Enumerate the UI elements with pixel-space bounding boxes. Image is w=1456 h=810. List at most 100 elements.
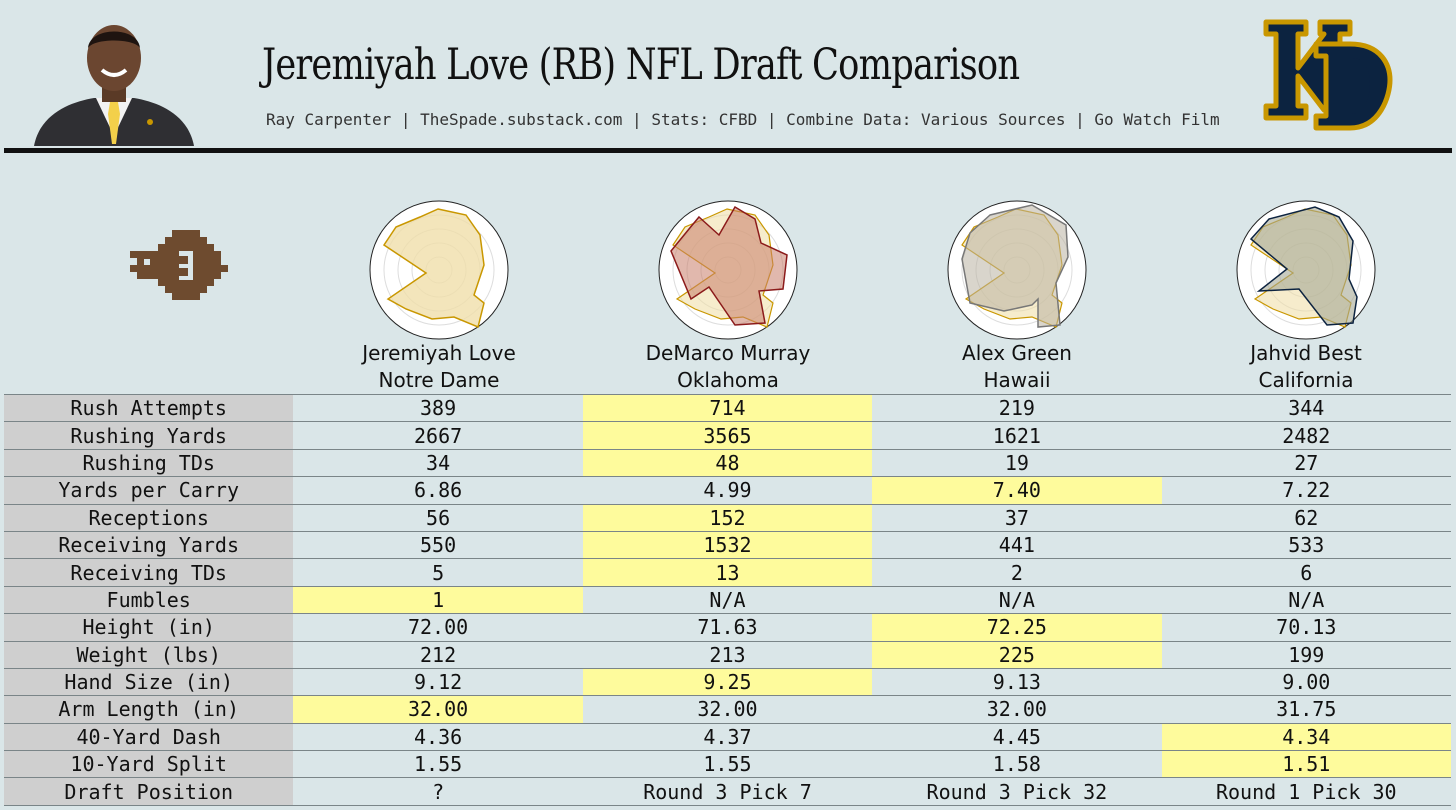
table-row: 10-Yard Split 1.55 1.55 1.58 1.51 bbox=[4, 750, 1451, 779]
player-school: Notre Dame bbox=[378, 368, 500, 392]
player-header-love: Jeremiyah Love Notre Dame bbox=[294, 340, 584, 394]
stat-value: 2667 bbox=[293, 421, 583, 450]
table-row: Receptions 56 152 37 62 bbox=[4, 503, 1451, 532]
stat-value: 533 bbox=[1161, 530, 1451, 560]
table-row: Weight (lbs) 212 213 225 199 bbox=[4, 640, 1451, 669]
stats-table-body: Rush Attempts 389 714 219 344 Rushing Yards 26… bbox=[4, 393, 1451, 806]
stat-value: 34 bbox=[293, 448, 583, 478]
stat-value: 4.36 bbox=[293, 722, 583, 752]
stat-label: 40-Yard Dash bbox=[4, 722, 294, 752]
table-row: Fumbles 1 N/A N/A N/A bbox=[4, 585, 1451, 615]
stat-value: 19 bbox=[872, 448, 1162, 478]
radar-chart-green bbox=[946, 199, 1088, 341]
stat-value: 9.13 bbox=[872, 667, 1162, 697]
table-row: Rushing TDs 34 48 19 27 bbox=[4, 448, 1451, 478]
stat-value: 1 bbox=[293, 585, 583, 615]
stat-value: 6 bbox=[1161, 558, 1451, 587]
stat-label: Hand Size (in) bbox=[4, 667, 294, 697]
stat-value: 213 bbox=[582, 640, 873, 669]
stat-value: 6.86 bbox=[293, 476, 583, 505]
radar-chart-best bbox=[1235, 199, 1377, 341]
player-name: Alex Green bbox=[962, 341, 1072, 365]
stat-value: ? bbox=[293, 777, 583, 806]
stat-value: 4.99 bbox=[582, 476, 873, 505]
stats-comparison-table: Rush Attempts 389 714 219 344 Rushing Yards 26… bbox=[4, 393, 1451, 806]
stat-value: 2 bbox=[872, 558, 1162, 587]
stat-label: 10-Yard Split bbox=[4, 750, 294, 779]
page-subtitle: Ray Carpenter | TheSpade.substack.com | … bbox=[266, 110, 1220, 129]
player-name: Jahvid Best bbox=[1250, 341, 1362, 365]
player-school: Oklahoma bbox=[677, 368, 779, 392]
page-title: Jeremiyah Love (RB) NFL Draft Comparison bbox=[262, 40, 1020, 90]
stat-value: 4.37 bbox=[582, 722, 873, 752]
player-header-murray: DeMarco Murray Oklahoma bbox=[583, 340, 873, 394]
stat-value: 389 bbox=[293, 393, 583, 423]
stat-value: 27 bbox=[1161, 448, 1451, 478]
table-row: Hand Size (in) 9.12 9.25 9.13 9.00 bbox=[4, 667, 1451, 697]
stat-value: 62 bbox=[1161, 503, 1451, 532]
table-row: Height (in) 72.00 71.63 72.25 70.13 bbox=[4, 613, 1451, 642]
radar-chart-murray bbox=[657, 199, 799, 341]
stat-value: 4.45 bbox=[872, 722, 1162, 752]
table-row: Rush Attempts 389 714 219 344 bbox=[4, 393, 1451, 423]
stat-value: 1532 bbox=[582, 530, 873, 560]
stat-label: Height (in) bbox=[4, 613, 294, 642]
radar-chart-love bbox=[368, 199, 510, 341]
stat-label: Yards per Carry bbox=[4, 476, 294, 505]
stat-value: 48 bbox=[582, 448, 873, 478]
stat-value: 70.13 bbox=[1161, 613, 1451, 642]
stat-value: 9.00 bbox=[1161, 667, 1451, 697]
stat-label: Rushing TDs bbox=[4, 448, 294, 478]
stat-value: 1.55 bbox=[293, 750, 583, 779]
player-name: Jeremiyah Love bbox=[362, 341, 516, 365]
player-header-green: Alex Green Hawaii bbox=[872, 340, 1162, 394]
stat-value: 3565 bbox=[582, 421, 873, 450]
stat-label: Rush Attempts bbox=[4, 393, 294, 423]
stat-value: 550 bbox=[293, 530, 583, 560]
stat-value: 1.51 bbox=[1161, 750, 1451, 779]
stat-value: 1.58 bbox=[872, 750, 1162, 779]
stat-value: 72.00 bbox=[293, 613, 583, 642]
stat-value: 9.12 bbox=[293, 667, 583, 697]
pixel-spade-icon bbox=[130, 230, 228, 300]
stat-value: 56 bbox=[293, 503, 583, 532]
stat-label: Fumbles bbox=[4, 585, 294, 615]
stat-label: Draft Position bbox=[4, 777, 294, 806]
player-school: California bbox=[1258, 368, 1354, 392]
table-row: 40-Yard Dash 4.36 4.37 4.45 4.34 bbox=[4, 722, 1451, 752]
stat-label: Receptions bbox=[4, 503, 294, 532]
table-row: Rushing Yards 2667 3565 1621 2482 bbox=[4, 421, 1451, 450]
stat-value: 7.22 bbox=[1161, 476, 1451, 505]
stat-label: Receiving Yards bbox=[4, 530, 294, 560]
stat-value: 2482 bbox=[1161, 421, 1451, 450]
stat-value: 199 bbox=[1161, 640, 1451, 669]
stat-label: Rushing Yards bbox=[4, 421, 294, 450]
header-divider bbox=[4, 148, 1452, 153]
stat-value: Round 1 Pick 30 bbox=[1161, 777, 1451, 806]
stat-value: 13 bbox=[582, 558, 873, 587]
stat-value: 5 bbox=[293, 558, 583, 587]
stat-label: Weight (lbs) bbox=[4, 640, 294, 669]
table-row: Receiving Yards 550 1532 441 533 bbox=[4, 530, 1451, 560]
stat-label: Arm Length (in) bbox=[4, 695, 294, 724]
stat-value: 4.34 bbox=[1161, 722, 1451, 752]
player-photo bbox=[30, 18, 198, 146]
stat-value: 714 bbox=[582, 393, 873, 423]
stat-value: 152 bbox=[582, 503, 873, 532]
player-header-best: Jahvid Best California bbox=[1161, 340, 1451, 394]
stat-value: Round 3 Pick 32 bbox=[872, 777, 1162, 806]
stat-value: 344 bbox=[1161, 393, 1451, 423]
player-name: DeMarco Murray bbox=[645, 341, 811, 365]
stat-value: 7.40 bbox=[872, 476, 1162, 505]
stat-value: Round 3 Pick 7 bbox=[582, 777, 873, 806]
stat-value: 37 bbox=[872, 503, 1162, 532]
stat-value: 72.25 bbox=[872, 613, 1162, 642]
player-school: Hawaii bbox=[983, 368, 1051, 392]
stat-value: 9.25 bbox=[582, 667, 873, 697]
table-row: Arm Length (in) 32.00 32.00 32.00 31.75 bbox=[4, 695, 1451, 724]
stat-value: 1.55 bbox=[582, 750, 873, 779]
table-row: Receiving TDs 5 13 2 6 bbox=[4, 558, 1451, 587]
stat-value: 219 bbox=[872, 393, 1162, 423]
stat-value: N/A bbox=[872, 585, 1162, 615]
stat-value: 32.00 bbox=[582, 695, 873, 724]
